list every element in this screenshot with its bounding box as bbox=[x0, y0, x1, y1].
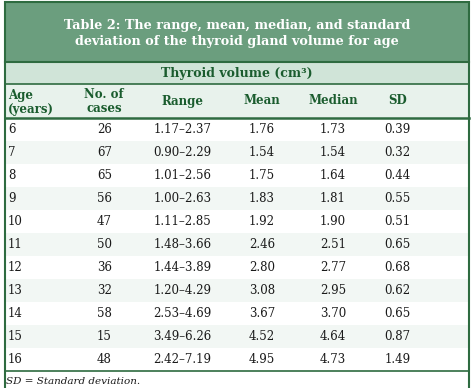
Text: 1.92: 1.92 bbox=[249, 215, 275, 228]
Text: Mean: Mean bbox=[244, 95, 281, 107]
Text: 1.11–2.85: 1.11–2.85 bbox=[154, 215, 211, 228]
Text: 1.00–2.63: 1.00–2.63 bbox=[154, 192, 211, 205]
Text: 1.76: 1.76 bbox=[249, 123, 275, 136]
Text: 0.65: 0.65 bbox=[384, 238, 410, 251]
Bar bbox=[5, 164, 469, 187]
Bar bbox=[5, 118, 469, 141]
Text: 0.55: 0.55 bbox=[384, 192, 410, 205]
Text: 48: 48 bbox=[97, 353, 112, 366]
Text: 65: 65 bbox=[97, 169, 112, 182]
Text: 1.81: 1.81 bbox=[320, 192, 346, 205]
Bar bbox=[5, 348, 469, 371]
Text: 0.44: 0.44 bbox=[384, 169, 410, 182]
Text: 50: 50 bbox=[97, 238, 112, 251]
Text: 1.54: 1.54 bbox=[249, 146, 275, 159]
Text: 2.51: 2.51 bbox=[320, 238, 346, 251]
Text: 1.75: 1.75 bbox=[249, 169, 275, 182]
Text: 13: 13 bbox=[8, 284, 23, 297]
Text: Range: Range bbox=[162, 95, 203, 107]
Bar bbox=[5, 2, 469, 62]
Bar bbox=[5, 279, 469, 302]
Text: 0.39: 0.39 bbox=[384, 123, 410, 136]
Text: (years): (years) bbox=[8, 102, 54, 116]
Text: 3.67: 3.67 bbox=[249, 307, 275, 320]
Bar bbox=[5, 187, 469, 210]
Bar bbox=[5, 141, 469, 164]
Text: 4.64: 4.64 bbox=[320, 330, 346, 343]
Text: 0.62: 0.62 bbox=[384, 284, 410, 297]
Text: 1.64: 1.64 bbox=[320, 169, 346, 182]
Text: 14: 14 bbox=[8, 307, 23, 320]
Text: 1.54: 1.54 bbox=[320, 146, 346, 159]
Text: 67: 67 bbox=[97, 146, 112, 159]
Text: 47: 47 bbox=[97, 215, 112, 228]
Text: 16: 16 bbox=[8, 353, 23, 366]
Text: 1.90: 1.90 bbox=[320, 215, 346, 228]
Text: 2.80: 2.80 bbox=[249, 261, 275, 274]
Text: 4.95: 4.95 bbox=[249, 353, 275, 366]
Bar bbox=[5, 302, 469, 325]
Text: 1.73: 1.73 bbox=[320, 123, 346, 136]
Text: 3.08: 3.08 bbox=[249, 284, 275, 297]
Text: SD = Standard deviation.: SD = Standard deviation. bbox=[6, 376, 140, 386]
Text: 2.95: 2.95 bbox=[320, 284, 346, 297]
Text: 26: 26 bbox=[97, 123, 112, 136]
Text: 0.65: 0.65 bbox=[384, 307, 410, 320]
Bar bbox=[5, 325, 469, 348]
Text: 9: 9 bbox=[8, 192, 16, 205]
Text: Age: Age bbox=[8, 88, 33, 102]
Bar bbox=[5, 256, 469, 279]
Text: 0.87: 0.87 bbox=[384, 330, 410, 343]
Text: 2.46: 2.46 bbox=[249, 238, 275, 251]
Text: 1.20–4.29: 1.20–4.29 bbox=[154, 284, 211, 297]
Text: 1.83: 1.83 bbox=[249, 192, 275, 205]
Bar bbox=[5, 210, 469, 233]
Text: 3.70: 3.70 bbox=[320, 307, 346, 320]
Text: 7: 7 bbox=[8, 146, 16, 159]
Text: 32: 32 bbox=[97, 284, 112, 297]
Text: 1.44–3.89: 1.44–3.89 bbox=[154, 261, 211, 274]
Text: 58: 58 bbox=[97, 307, 112, 320]
Text: 1.48–3.66: 1.48–3.66 bbox=[154, 238, 211, 251]
Text: 10: 10 bbox=[8, 215, 23, 228]
Text: 56: 56 bbox=[97, 192, 112, 205]
Text: 12: 12 bbox=[8, 261, 23, 274]
Bar bbox=[5, 84, 469, 118]
Text: 0.90–2.29: 0.90–2.29 bbox=[154, 146, 211, 159]
Text: SD: SD bbox=[388, 95, 407, 107]
Text: Table 2: The range, mean, median, and standard: Table 2: The range, mean, median, and st… bbox=[64, 19, 410, 31]
Text: 4.73: 4.73 bbox=[320, 353, 346, 366]
Text: 0.51: 0.51 bbox=[384, 215, 410, 228]
Text: 2.53–4.69: 2.53–4.69 bbox=[154, 307, 211, 320]
Text: 36: 36 bbox=[97, 261, 112, 274]
Text: 15: 15 bbox=[8, 330, 23, 343]
Text: Thyroid volume (cm³): Thyroid volume (cm³) bbox=[161, 66, 313, 80]
Text: Median: Median bbox=[308, 95, 358, 107]
Text: 6: 6 bbox=[8, 123, 16, 136]
Text: 1.17–2.37: 1.17–2.37 bbox=[154, 123, 211, 136]
Text: 3.49–6.26: 3.49–6.26 bbox=[154, 330, 211, 343]
Text: cases: cases bbox=[86, 102, 122, 116]
Text: 2.77: 2.77 bbox=[320, 261, 346, 274]
Text: 0.68: 0.68 bbox=[384, 261, 410, 274]
Text: 11: 11 bbox=[8, 238, 23, 251]
Bar bbox=[5, 62, 469, 84]
Text: 8: 8 bbox=[8, 169, 15, 182]
Text: deviation of the thyroid gland volume for age: deviation of the thyroid gland volume fo… bbox=[75, 35, 399, 47]
Text: 1.01–2.56: 1.01–2.56 bbox=[154, 169, 211, 182]
Text: 0.32: 0.32 bbox=[384, 146, 410, 159]
Bar bbox=[5, 233, 469, 256]
Text: No. of: No. of bbox=[84, 88, 124, 102]
Text: 2.42–7.19: 2.42–7.19 bbox=[154, 353, 211, 366]
Text: 4.52: 4.52 bbox=[249, 330, 275, 343]
Text: 1.49: 1.49 bbox=[384, 353, 410, 366]
Text: 15: 15 bbox=[97, 330, 112, 343]
